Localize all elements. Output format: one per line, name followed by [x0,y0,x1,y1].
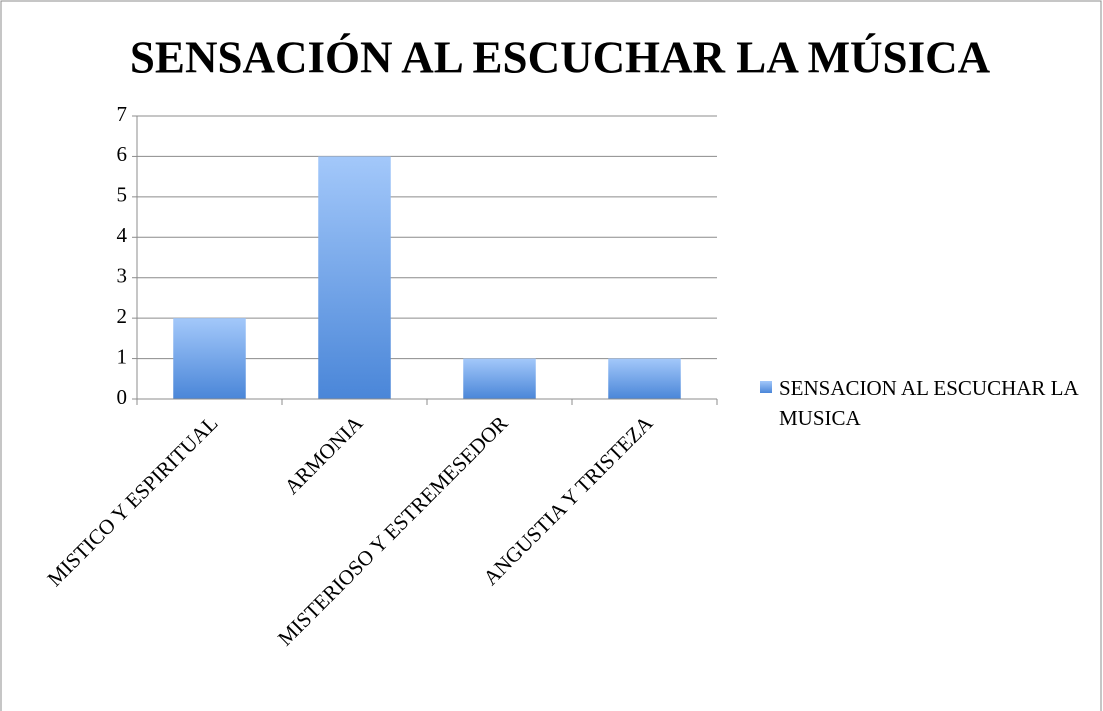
y-tick-label: 3 [117,264,128,288]
bar [463,358,536,399]
chart-title: SENSACIÓN AL ESCUCHAR LA MÚSICA [130,32,991,82]
y-tick-label: 4 [117,223,128,247]
x-tick-label: MISTERIOSO Y ESTREMESEDOR [273,411,512,650]
bar [318,156,391,399]
y-tick-label: 1 [117,344,128,368]
x-tick-label: ANGUSTIA Y TRISTEZA [478,410,658,590]
y-tick-label: 2 [117,304,128,328]
bar [608,358,681,399]
y-tick-label: 6 [117,142,128,166]
x-tick-label: MISTICO Y ESPIRITUAL [42,411,222,591]
y-tick-label: 5 [117,183,128,207]
y-tick-label: 7 [117,102,128,126]
x-tick-label: ARMONIA [280,410,369,499]
bar [173,318,246,399]
legend-swatch [760,381,772,393]
y-tick-label: 0 [117,385,128,409]
legend-label: SENSACION AL ESCUCHAR LA MUSICA [779,376,1078,430]
